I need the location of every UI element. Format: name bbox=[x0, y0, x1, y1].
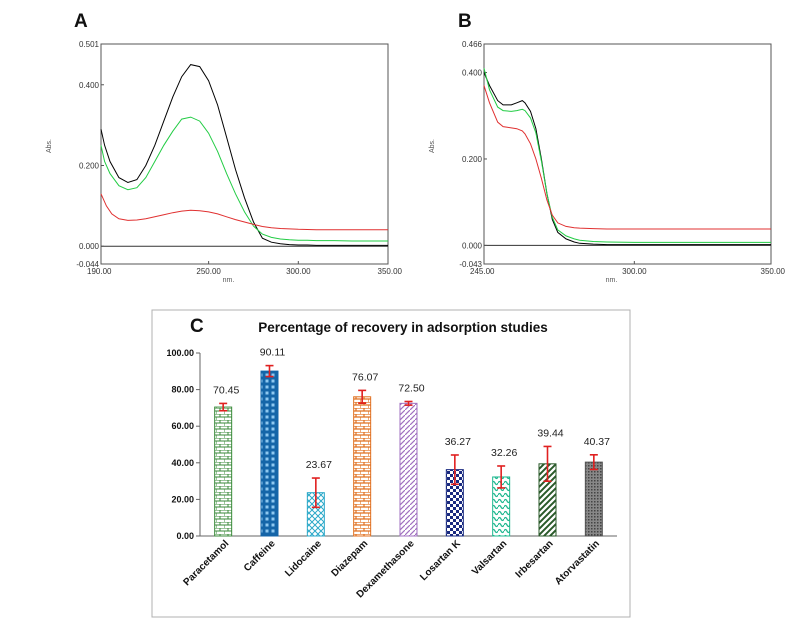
panel-a-y-axis-label: Abs. bbox=[46, 139, 53, 153]
bar-diazepam bbox=[353, 396, 372, 537]
panel-b-y-tick-label: 0.466 bbox=[462, 40, 483, 49]
panel-letter-c: C bbox=[190, 316, 204, 337]
panel-c-y-tick-label: 100.00 bbox=[166, 348, 194, 358]
panel-a-series-line-2 bbox=[100, 193, 388, 231]
panel-b-y-tick-label: 0.200 bbox=[462, 155, 483, 164]
panel-b-x-tick-label: 300.00 bbox=[622, 267, 647, 276]
panel-a-series-line-0 bbox=[100, 64, 388, 246]
panel-b-x-tick-label: 350.00 bbox=[761, 267, 786, 276]
panel-b-series-line-1 bbox=[483, 68, 771, 243]
panel-c-y-tick-label: 20.00 bbox=[171, 494, 194, 504]
bar-atorvastatin bbox=[584, 461, 603, 537]
panel-a-x-axis-label: nm. bbox=[223, 277, 235, 284]
panel-b-series-line-0 bbox=[483, 72, 771, 246]
panel-a-y-tick-label: 0.400 bbox=[79, 81, 100, 90]
panel-b-y-axis-label: Abs. bbox=[429, 139, 436, 153]
panel-letter-b: B bbox=[458, 11, 472, 32]
data-label: 32.26 bbox=[491, 447, 517, 459]
data-label: 23.67 bbox=[306, 459, 332, 471]
data-label: 39.44 bbox=[537, 427, 563, 439]
panel-a-y-tick-label: 0.200 bbox=[79, 162, 100, 171]
panel-c-y-tick-label: 40.00 bbox=[171, 458, 194, 468]
panel-c-y-tick-label: 0.00 bbox=[176, 531, 194, 541]
data-label: 40.37 bbox=[584, 436, 610, 448]
data-label: 90.11 bbox=[260, 347, 286, 359]
data-label: 70.45 bbox=[213, 384, 239, 396]
panel-a-x-tick-label: 190.00 bbox=[87, 267, 112, 276]
panel-a-y-tick-label: 0.000 bbox=[79, 242, 100, 251]
panel-a-y-tick-label: -0.044 bbox=[76, 260, 99, 269]
panel-a-x-tick-label: 350.00 bbox=[378, 267, 403, 276]
data-label: 36.27 bbox=[445, 436, 471, 448]
panel-c-y-tick-label: 80.00 bbox=[171, 385, 194, 395]
panel-c-y-tick-label: 60.00 bbox=[171, 421, 194, 431]
panel-a-x-tick-label: 250.00 bbox=[196, 267, 221, 276]
panel-a-series-line-1 bbox=[100, 116, 388, 242]
panel-b-x-axis-label: nm. bbox=[606, 277, 618, 284]
panel-c-title: Percentage of recovery in adsorption stu… bbox=[258, 320, 548, 335]
panel-b-plot-frame bbox=[483, 43, 772, 265]
panel-b-y-tick-label: 0.400 bbox=[462, 69, 483, 78]
data-label: 76.07 bbox=[352, 371, 378, 383]
panel-b-series-line-2 bbox=[483, 85, 771, 230]
panel-b-x-tick-label: 245.00 bbox=[470, 267, 495, 276]
bar-caffeine bbox=[260, 370, 279, 537]
panel-a-plot-frame bbox=[100, 43, 389, 265]
panel-b-y-tick-label: 0.000 bbox=[462, 241, 483, 250]
panel-letter-a: A bbox=[74, 11, 88, 32]
panel-a-x-tick-label: 300.00 bbox=[286, 267, 311, 276]
bar-paracetamol bbox=[214, 406, 233, 537]
panel-a-y-tick-label: 0.501 bbox=[79, 40, 100, 49]
panel-b-y-tick-label: -0.043 bbox=[459, 260, 482, 269]
data-label: 72.50 bbox=[398, 382, 424, 394]
bar-dexamethasone bbox=[399, 402, 418, 537]
